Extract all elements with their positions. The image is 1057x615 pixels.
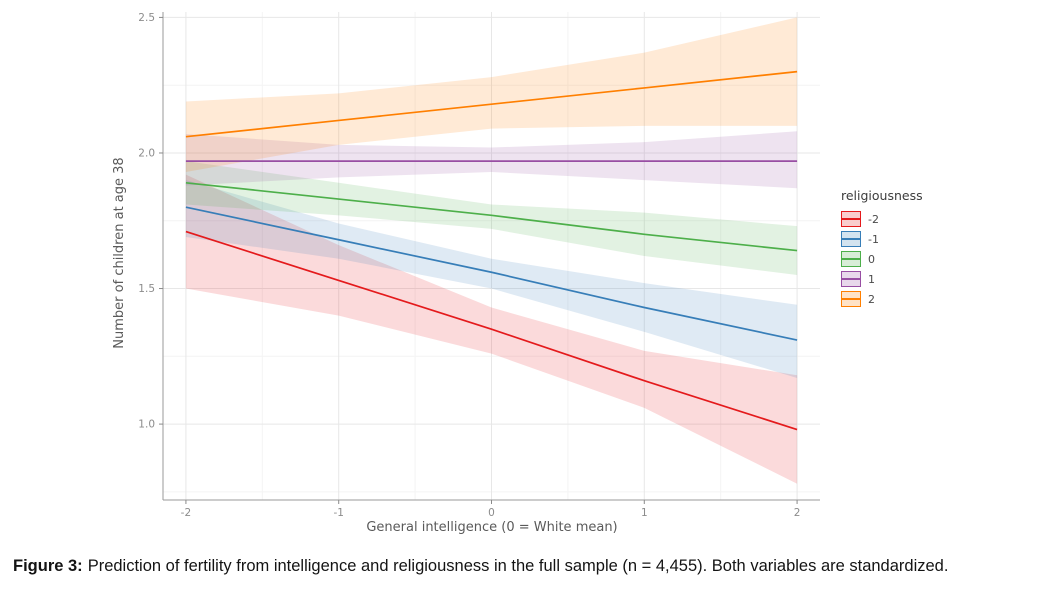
ci-ribbon-2 <box>185 17 798 172</box>
trend-line-0 <box>185 181 798 252</box>
legend-item-label: -1 <box>868 232 879 246</box>
trend-line--2 <box>185 230 798 431</box>
figure-page: -2 -1 0 1 2 1.0 1.5 2.0 2.5 General intelligence… <box>13 12 1045 578</box>
ci-ribbon-0 <box>185 161 798 275</box>
x-tick-label: 0 <box>488 507 495 519</box>
y-tick-label: 1.5 <box>138 283 155 295</box>
legend-key-line <box>842 238 860 240</box>
legend-key-swatch <box>841 271 861 287</box>
legend-key-swatch <box>841 291 861 307</box>
x-tick-label: 1 <box>641 507 648 519</box>
figure-caption: Figure 3: Prediction of fertility from in… <box>13 555 1045 578</box>
legend-item--2: -2 <box>841 211 923 227</box>
legend-item-2: 2 <box>841 291 923 307</box>
y-tick-label: 2.5 <box>138 12 155 24</box>
y-tick-label: 1.0 <box>138 419 155 431</box>
legend-item-0: 0 <box>841 251 923 267</box>
ci-ribbon--1 <box>185 180 798 378</box>
x-axis-label: General intelligence (0 = White mean) <box>366 520 617 535</box>
y-axis-label: Number of children at age 38 <box>112 157 127 348</box>
legend-item-label: 0 <box>868 252 875 266</box>
legend-items: -2 -1 0 1 2 <box>841 211 923 307</box>
fertility-chart: -2 -1 0 1 2 1.0 1.5 2.0 2.5 General intelligence… <box>112 12 923 535</box>
x-tick-label: 2 <box>794 507 801 519</box>
legend: religiousness -2 -1 0 1 2 <box>841 188 923 311</box>
legend-key-line <box>842 298 860 300</box>
figure-caption-text: Prediction of fertility from intelligenc… <box>87 557 949 575</box>
legend-key-line <box>842 278 860 280</box>
legend-item-label: 2 <box>868 292 875 306</box>
legend-key-swatch <box>841 211 861 227</box>
legend-title: religiousness <box>841 188 923 203</box>
trend-line-2 <box>185 70 798 138</box>
chart-canvas: -2 -1 0 1 2 1.0 1.5 2.0 2.5 General intelligence… <box>112 12 820 535</box>
trend-line--1 <box>185 206 798 341</box>
y-tick-label: 2.0 <box>138 147 155 159</box>
legend-key-line <box>842 258 860 260</box>
legend-key-swatch <box>841 251 861 267</box>
legend-key-swatch <box>841 231 861 247</box>
legend-item-label: 1 <box>868 272 875 286</box>
legend-item-label: -2 <box>868 212 879 226</box>
figure-caption-label: Figure 3: <box>13 557 83 575</box>
legend-item-1: 1 <box>841 271 923 287</box>
legend-item--1: -1 <box>841 231 923 247</box>
x-tick-label: -1 <box>333 507 343 519</box>
x-tick-label: -2 <box>181 507 191 519</box>
ci-ribbon-1 <box>185 131 798 189</box>
legend-key-line <box>842 218 860 220</box>
